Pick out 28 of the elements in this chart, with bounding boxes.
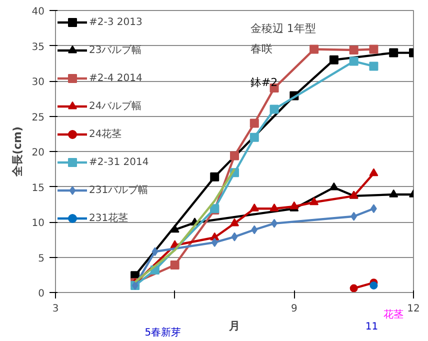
legend-label: #2-31 2014 [89,156,149,168]
y-tick-label: 0 [38,288,45,300]
x-axis-title: 月 [228,320,240,332]
legend-label: 231バルブ幅 [89,184,148,197]
legend-label: #2-3 2013 [89,16,142,28]
legend-label: 23バルブ幅 [89,44,142,57]
y-tick-label: 30 [32,77,45,88]
text: 花茎 [384,308,404,320]
y-tick-label: 35 [32,42,45,53]
y-tick-label: 15 [32,182,45,194]
y-tick-label: 40 [32,6,45,18]
legend-label: 24バルブ幅 [89,100,142,113]
text: 金稜辺 1年型 [250,22,316,36]
y-tick-label: 25 [32,112,45,124]
y-tick-label: 20 [32,148,45,158]
text: 11 [365,322,378,332]
y-axis-title: 全長(cm) [10,126,24,178]
legend-label: 24花茎 [89,128,122,141]
text: 5春新芽 [144,326,182,338]
y-tick-label: 5 [38,253,45,264]
x-tick-label: 9 [290,304,298,314]
annotation: 鉢#2 [250,76,278,90]
text: 春咲 [250,42,272,56]
legend-label: 231花茎 [89,212,128,225]
x-tick-label: 3 [52,304,59,314]
y-tick-label: 10 [32,218,45,229]
x-tick-label: 12 [407,304,420,314]
legend-label: #2-4 2014 [89,72,142,84]
